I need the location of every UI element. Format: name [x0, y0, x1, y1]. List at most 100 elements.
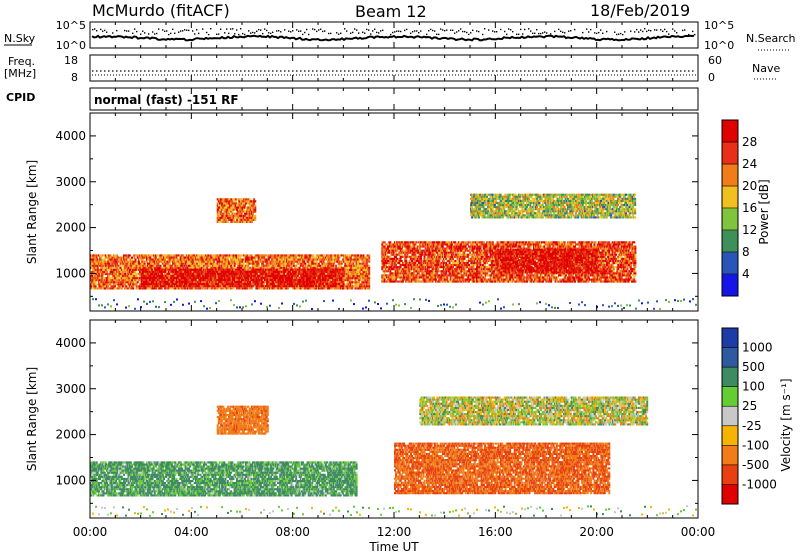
noise-search-dot	[352, 32, 353, 33]
noise-search-dot	[298, 31, 299, 32]
power-cell	[185, 263, 187, 265]
power-cell	[196, 257, 198, 259]
power-cell	[289, 271, 291, 273]
power-cell	[145, 269, 147, 271]
power-cell	[112, 271, 114, 273]
power-cell	[131, 279, 133, 281]
power-cell	[217, 263, 219, 265]
power-cell	[98, 261, 100, 263]
power-cell	[368, 277, 370, 279]
noise-traces	[92, 28, 695, 40]
power-cell	[127, 263, 129, 265]
power-cell	[227, 211, 229, 213]
power-cell	[274, 287, 276, 289]
power-cell	[135, 263, 137, 265]
power-cell	[210, 259, 212, 261]
power-cell	[219, 265, 221, 267]
power-cell	[125, 254, 127, 256]
power-cell	[173, 261, 175, 263]
power-cell	[109, 273, 111, 275]
noise-search-dot	[260, 29, 261, 30]
power-cell	[244, 254, 246, 256]
power-cell	[137, 254, 139, 256]
power-cell	[157, 263, 159, 265]
power-cell	[233, 254, 235, 256]
power-cell	[234, 265, 236, 267]
power-cell	[297, 283, 299, 285]
power-cell	[337, 259, 339, 261]
power-cell	[236, 271, 238, 273]
power-cell	[95, 281, 97, 283]
power-cell	[100, 269, 102, 271]
power-cell	[360, 254, 362, 256]
power-cell	[120, 263, 122, 265]
power-cell	[143, 271, 145, 273]
power-cell	[221, 277, 223, 279]
power-cell	[203, 254, 205, 256]
power-cell	[357, 283, 359, 285]
power-cell	[232, 211, 234, 213]
power-cell	[264, 267, 266, 269]
noise-search-dot	[218, 33, 219, 34]
noise-search-dot	[178, 32, 179, 33]
power-cell	[131, 259, 133, 261]
power-cell	[344, 254, 346, 256]
power-cell	[149, 271, 151, 273]
power-cell	[120, 267, 122, 269]
power-cell	[238, 202, 240, 204]
noise-search-dot	[444, 30, 445, 31]
noise-search-dot	[240, 28, 241, 29]
power-cell	[285, 277, 287, 279]
power-cell	[169, 254, 171, 256]
noise-search-dot	[506, 34, 507, 35]
power-cell	[368, 287, 370, 289]
noise-search-dot	[210, 28, 211, 29]
noise-search-dot	[426, 34, 427, 35]
nave-tick-top: 60	[708, 54, 722, 67]
power-cell	[99, 277, 101, 279]
power-cell	[258, 271, 260, 273]
noise-search-dot	[174, 33, 175, 34]
power-cell	[368, 267, 370, 269]
power-cell	[151, 269, 153, 271]
power-cell	[349, 281, 351, 283]
power-cell	[103, 285, 105, 287]
power-cell	[241, 219, 243, 221]
noise-search-dot	[488, 29, 489, 30]
power-cell	[325, 275, 327, 277]
power-cell	[196, 263, 198, 265]
power-cell	[258, 275, 260, 277]
power-cell	[361, 279, 363, 281]
power-cell	[163, 263, 165, 265]
power-cell	[100, 257, 102, 259]
power-cell	[359, 287, 361, 289]
power-cell	[236, 213, 238, 215]
nave-label: Nave	[752, 62, 780, 75]
power-cell	[95, 285, 97, 287]
power-cell	[109, 283, 111, 285]
power-cell	[317, 254, 319, 256]
power-cell	[335, 287, 337, 289]
power-cell	[185, 281, 187, 283]
power-cell	[137, 267, 139, 269]
power-cell	[109, 254, 111, 256]
power-cell	[218, 221, 220, 223]
power-cell	[177, 275, 179, 277]
power-cell	[199, 287, 201, 289]
power-cell	[283, 261, 285, 263]
power-cell	[144, 263, 146, 265]
power-cell	[141, 281, 143, 283]
power-cell	[294, 267, 296, 269]
power-cell	[100, 281, 102, 283]
power-cell	[113, 267, 115, 269]
power-cell	[335, 275, 337, 277]
power-cell	[312, 259, 314, 261]
power-cell	[295, 269, 297, 271]
power-cell	[358, 261, 360, 263]
noise-search-dot	[638, 31, 639, 32]
power-cell	[204, 265, 206, 267]
noise-search-dot	[418, 32, 419, 33]
power-cell	[132, 287, 134, 289]
power-cell	[359, 271, 361, 273]
power-cell	[91, 275, 93, 277]
